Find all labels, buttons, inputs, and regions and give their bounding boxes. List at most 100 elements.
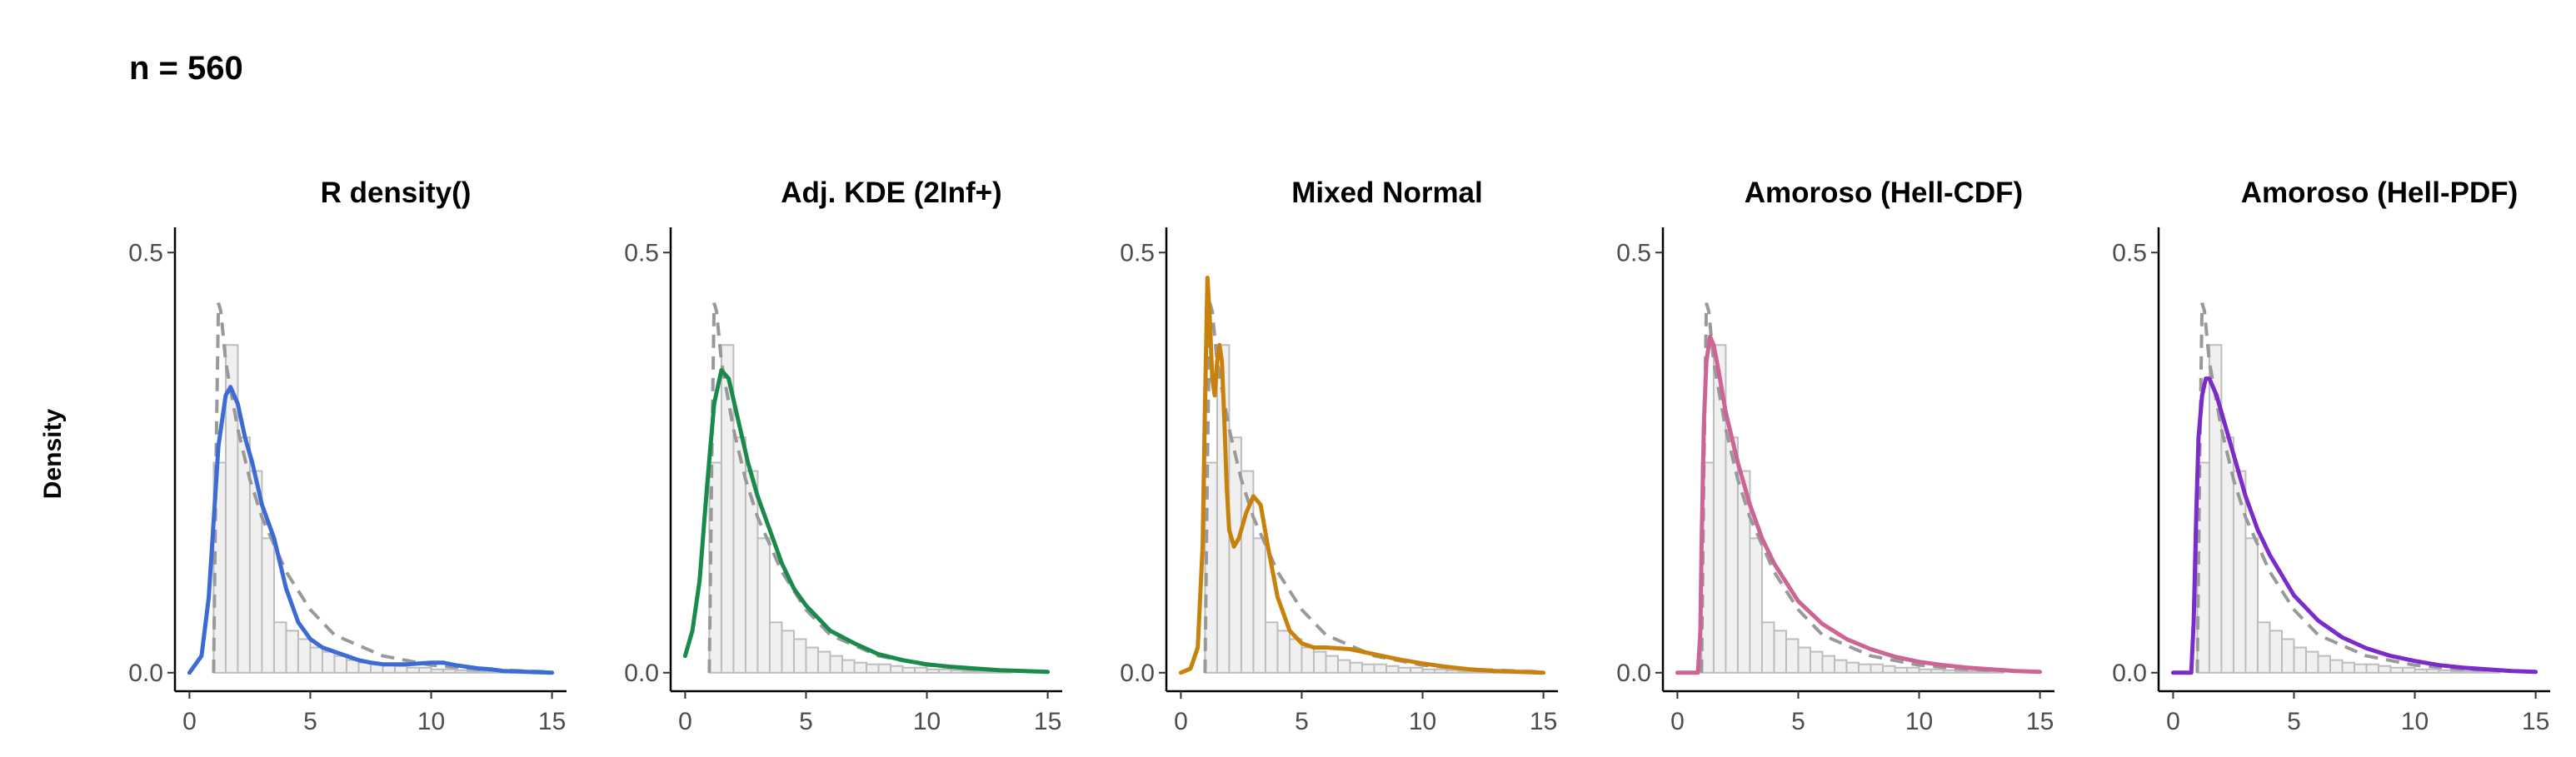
histogram-bar — [866, 663, 880, 674]
x-tick-label: 0 — [678, 708, 692, 735]
histogram-bar — [1445, 669, 1460, 674]
histogram-bar — [309, 646, 323, 674]
histogram-bar — [297, 638, 312, 674]
histogram-bar — [2329, 659, 2344, 674]
x-tick-label: 10 — [913, 708, 941, 735]
histogram-bar — [1785, 638, 1800, 674]
histogram-bar — [285, 630, 299, 674]
histogram-bar — [1397, 666, 1412, 674]
histogram-bar — [1773, 630, 1787, 674]
histogram-bar — [406, 666, 421, 674]
histogram-bar — [1410, 666, 1424, 674]
histogram-bar — [442, 668, 457, 674]
histogram-bar — [1906, 666, 1920, 674]
histogram-bar — [2389, 666, 2404, 674]
y-tick-label: 0.0 — [1120, 660, 1155, 687]
histogram-bar — [2269, 630, 2283, 674]
x-tick-label: 5 — [1295, 708, 1309, 735]
histogram-bar — [1434, 668, 1448, 674]
x-tick-label: 0 — [1174, 708, 1188, 735]
panel-title: Mixed Normal — [1291, 177, 1483, 209]
reference-density-line — [2195, 302, 2536, 674]
histogram-bar — [467, 670, 481, 674]
histogram-bar — [2402, 666, 2416, 674]
histogram-bar — [272, 621, 287, 674]
histogram-bar — [1312, 650, 1327, 674]
fitted-density-line — [682, 368, 1051, 675]
histogram-bar — [829, 655, 843, 674]
fitted-density-line — [2170, 376, 2539, 675]
histogram-bar — [853, 661, 867, 674]
x-tick-label: 5 — [1791, 708, 1805, 735]
fitted-density-line — [187, 385, 555, 675]
x-tick-label: 0 — [2166, 708, 2180, 735]
x-tick-label: 5 — [2287, 708, 2301, 735]
reference-density-line — [1700, 302, 2040, 674]
chart-panel: Mixed Normal 0 5 10 15 0.0 0.5 — [1120, 177, 1558, 735]
chart-panel: R density() 0 5 10 15 0.0 0.5 — [128, 177, 567, 735]
histogram-bar — [1930, 668, 1944, 674]
histogram-bar — [792, 638, 807, 674]
histogram-bar — [901, 666, 916, 674]
y-tick-label: 0.0 — [128, 660, 163, 687]
histogram-bar — [430, 668, 445, 674]
histogram-bar — [2365, 663, 2380, 674]
histogram-bar — [2317, 655, 2331, 674]
histogram-bar — [1942, 669, 1957, 674]
histogram-bar — [1833, 659, 1848, 674]
fitted-density-line — [1178, 276, 1546, 675]
chart-panel: Adj. KDE (2Inf+) 0 5 10 15 0.0 0.5 — [624, 177, 1062, 735]
histogram-bar — [394, 665, 408, 674]
histogram-bar — [454, 669, 469, 674]
y-tick-label: 0.5 — [128, 239, 163, 266]
x-tick-label: 10 — [417, 708, 445, 735]
y-tick-label: 0.0 — [1616, 660, 1651, 687]
histogram-bar — [1882, 665, 1896, 674]
histogram-bar — [2426, 668, 2440, 674]
panel-title: Amoroso (Hell-PDF) — [2241, 177, 2519, 209]
histogram-bar — [877, 663, 892, 674]
y-tick-label: 0.0 — [2112, 660, 2147, 687]
histogram-bar — [1809, 650, 1824, 674]
x-tick-label: 15 — [2522, 708, 2549, 735]
histogram-bar — [1361, 663, 1375, 674]
histogram-bar — [1264, 621, 1279, 674]
x-tick-label: 10 — [2401, 708, 2429, 735]
chart-panel: Amoroso (Hell-CDF) 0 5 10 15 0.0 0.5 — [1616, 177, 2054, 735]
x-tick-label: 5 — [303, 708, 317, 735]
histogram-bar — [333, 655, 347, 674]
page-title: n = 560 — [129, 50, 243, 87]
histogram-bar — [1918, 668, 1933, 674]
panel-title: Adj. KDE (2Inf+) — [781, 177, 1001, 209]
histogram-bar — [1252, 537, 1266, 674]
histogram-bar — [2244, 537, 2259, 674]
x-tick-label: 15 — [2026, 708, 2054, 735]
histogram-bar — [2280, 638, 2295, 674]
histogram-bar — [1336, 659, 1351, 674]
histogram-bar — [2304, 650, 2319, 674]
y-tick-label: 0.5 — [1120, 239, 1155, 266]
fitted-density-line — [1675, 334, 2043, 675]
histogram-bar — [2341, 661, 2356, 674]
x-tick-label: 15 — [538, 708, 566, 735]
histogram-bar — [1870, 663, 1885, 674]
histogram-bar — [1797, 646, 1811, 674]
histogram-bar — [1385, 665, 1400, 674]
histogram-bar — [418, 666, 432, 674]
histogram-bar — [2293, 646, 2307, 674]
histogram-bar — [1421, 668, 1436, 674]
histogram-bar — [345, 659, 360, 674]
histogram-bar — [1300, 646, 1315, 674]
histogram-bar — [2354, 663, 2368, 674]
histogram-bar — [1349, 661, 1363, 674]
y-tick-label: 0.5 — [2112, 239, 2147, 266]
y-tick-label: 0.0 — [624, 660, 659, 687]
histogram-bar — [2438, 669, 2453, 674]
histogram-bar — [890, 665, 904, 674]
histogram-bar — [926, 668, 941, 674]
x-tick-label: 0 — [182, 708, 197, 735]
histogram-bar — [1760, 621, 1775, 674]
x-tick-label: 15 — [1530, 708, 1557, 735]
chart-panel: Amoroso (Hell-PDF) 0 5 10 15 0.0 0.5 — [2112, 177, 2550, 735]
